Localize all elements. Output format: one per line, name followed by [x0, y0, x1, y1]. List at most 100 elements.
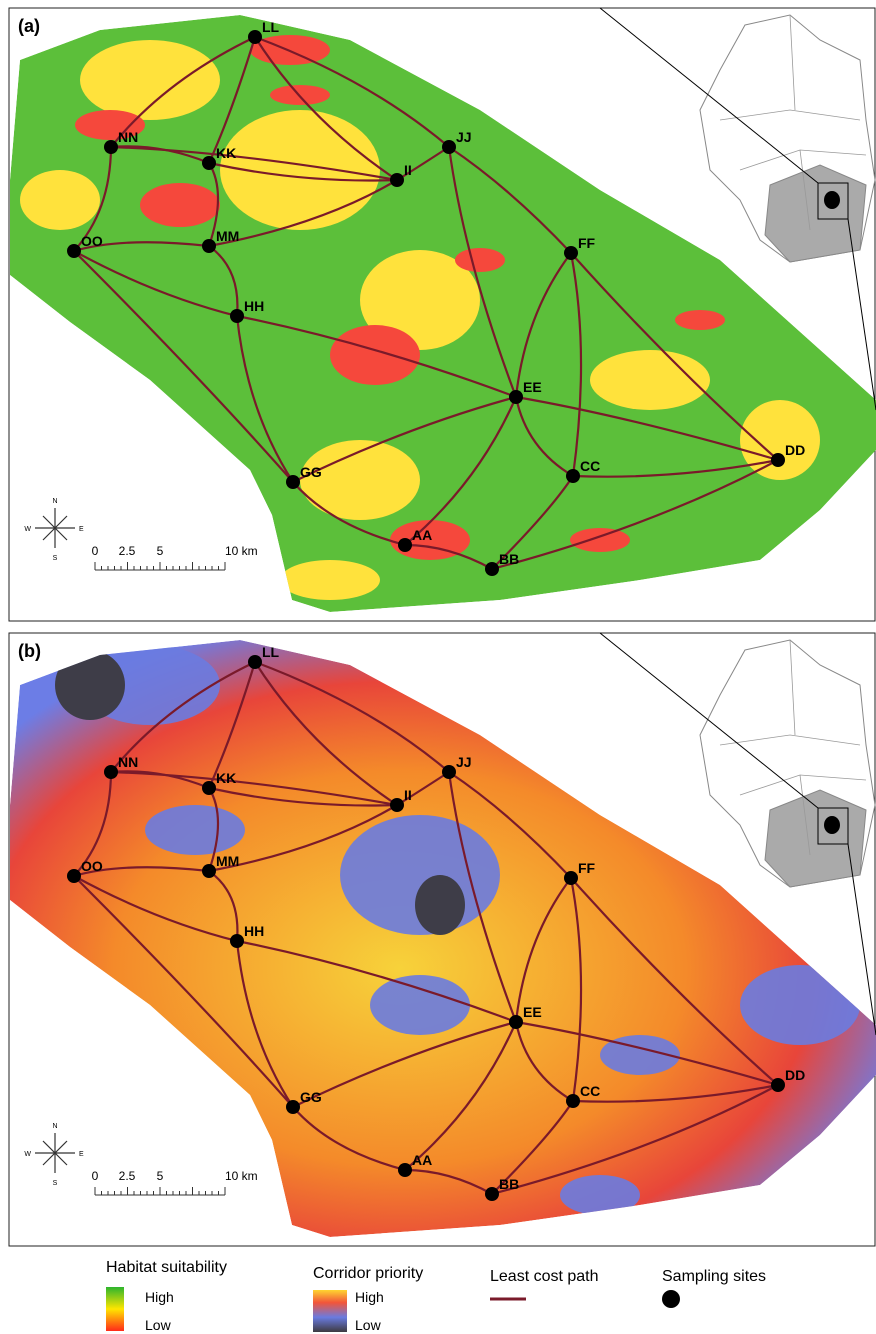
site-label: II [404, 162, 412, 178]
habitat-patch [570, 528, 630, 552]
scale-label: 0 [92, 1169, 99, 1183]
sampling-site [442, 140, 456, 154]
site-label: OO [81, 233, 103, 249]
legend-label: Low [355, 1317, 382, 1333]
scale-label: 2.5 [119, 1169, 136, 1183]
scale-label: 5 [157, 544, 164, 558]
inset-area [824, 816, 840, 834]
site-label: OO [81, 858, 103, 874]
compass-label: E [79, 1151, 84, 1158]
sampling-site [398, 1163, 412, 1177]
site-label: HH [244, 298, 264, 314]
sampling-site [104, 140, 118, 154]
site-label: KK [216, 145, 236, 161]
site-label: AA [412, 527, 432, 543]
sampling-site [566, 1094, 580, 1108]
sampling-site [771, 453, 785, 467]
site-label: BB [499, 1176, 519, 1192]
site-label: JJ [456, 129, 472, 145]
sampling-site [442, 765, 456, 779]
site-label: EE [523, 379, 542, 395]
compass [35, 1133, 75, 1173]
legend-title: Habitat suitability [106, 1259, 227, 1276]
habitat-patch [80, 40, 220, 120]
sampling-site [564, 246, 578, 260]
sampling-site [485, 562, 499, 576]
legend: Habitat suitability High Low Corridor pr… [106, 1259, 766, 1333]
sampling-site [390, 798, 404, 812]
sampling-site [390, 173, 404, 187]
scale-label: 10 km [225, 1169, 258, 1183]
site-label: NN [118, 129, 138, 145]
site-label: II [404, 787, 412, 803]
sampling-site [248, 30, 262, 44]
legend-swatch [313, 1290, 347, 1332]
sampling-site [202, 156, 216, 170]
site-label: FF [578, 235, 596, 251]
site-label: DD [785, 442, 805, 458]
site-label: JJ [456, 754, 472, 770]
legend-label: High [145, 1289, 174, 1305]
compass-label: S [53, 1180, 58, 1187]
sampling-site [67, 244, 81, 258]
legend-label: Low [145, 1317, 172, 1333]
compass-label: E [79, 526, 84, 533]
compass-label: W [24, 1151, 31, 1158]
sampling-site [202, 239, 216, 253]
sampling-site [509, 390, 523, 404]
compass-label: N [52, 498, 57, 505]
sampling-site [67, 869, 81, 883]
habitat-patch [520, 80, 600, 120]
sampling-site [202, 864, 216, 878]
scale-label: 10 km [225, 544, 258, 558]
corridor-patch [740, 965, 860, 1045]
scale-label: 5 [157, 1169, 164, 1183]
sampling-site [398, 538, 412, 552]
figure: LL NN KK JJ II OO MM FF HH EE DD CC GG AA BB (a) N S E W 0 2.… [0, 0, 876, 1334]
legend-swatch [106, 1287, 124, 1331]
site-label: EE [523, 1004, 542, 1020]
site-label: LL [262, 19, 280, 35]
site-label: MM [216, 228, 239, 244]
sampling-site [286, 475, 300, 489]
sampling-site [230, 934, 244, 948]
site-label: AA [412, 1152, 432, 1168]
habitat-patch [675, 310, 725, 330]
site-label: GG [300, 1089, 322, 1105]
site-label: GG [300, 464, 322, 480]
scale-label: 0 [92, 544, 99, 558]
sampling-site [485, 1187, 499, 1201]
sampling-site [771, 1078, 785, 1092]
site-label: HH [244, 923, 264, 939]
site-label: DD [785, 1067, 805, 1083]
site-label: MM [216, 853, 239, 869]
sampling-site [566, 469, 580, 483]
compass-label: N [52, 1123, 57, 1130]
panel-label: (a) [18, 16, 40, 36]
sampling-site [564, 871, 578, 885]
sampling-site [202, 781, 216, 795]
habitat-patch [455, 248, 505, 272]
sampling-site [286, 1100, 300, 1114]
sampling-site [509, 1015, 523, 1029]
site-label: BB [499, 551, 519, 567]
legend-label: High [355, 1289, 384, 1305]
site-label: FF [578, 860, 596, 876]
sampling-site [104, 765, 118, 779]
habitat-patch [330, 325, 420, 385]
compass [35, 508, 75, 548]
habitat-patch [740, 400, 820, 480]
habitat-patch [280, 560, 380, 600]
legend-title: Least cost path [490, 1268, 599, 1285]
sampling-site [230, 309, 244, 323]
legend-title: Sampling sites [662, 1268, 766, 1285]
site-label: CC [580, 1083, 600, 1099]
habitat-patch [20, 170, 100, 230]
site-label: CC [580, 458, 600, 474]
site-label: NN [118, 754, 138, 770]
sampling-site [248, 655, 262, 669]
corridor-patch [145, 805, 245, 855]
corridor-patch [415, 875, 465, 935]
site-label: LL [262, 644, 280, 660]
corridor-patch [55, 650, 125, 720]
